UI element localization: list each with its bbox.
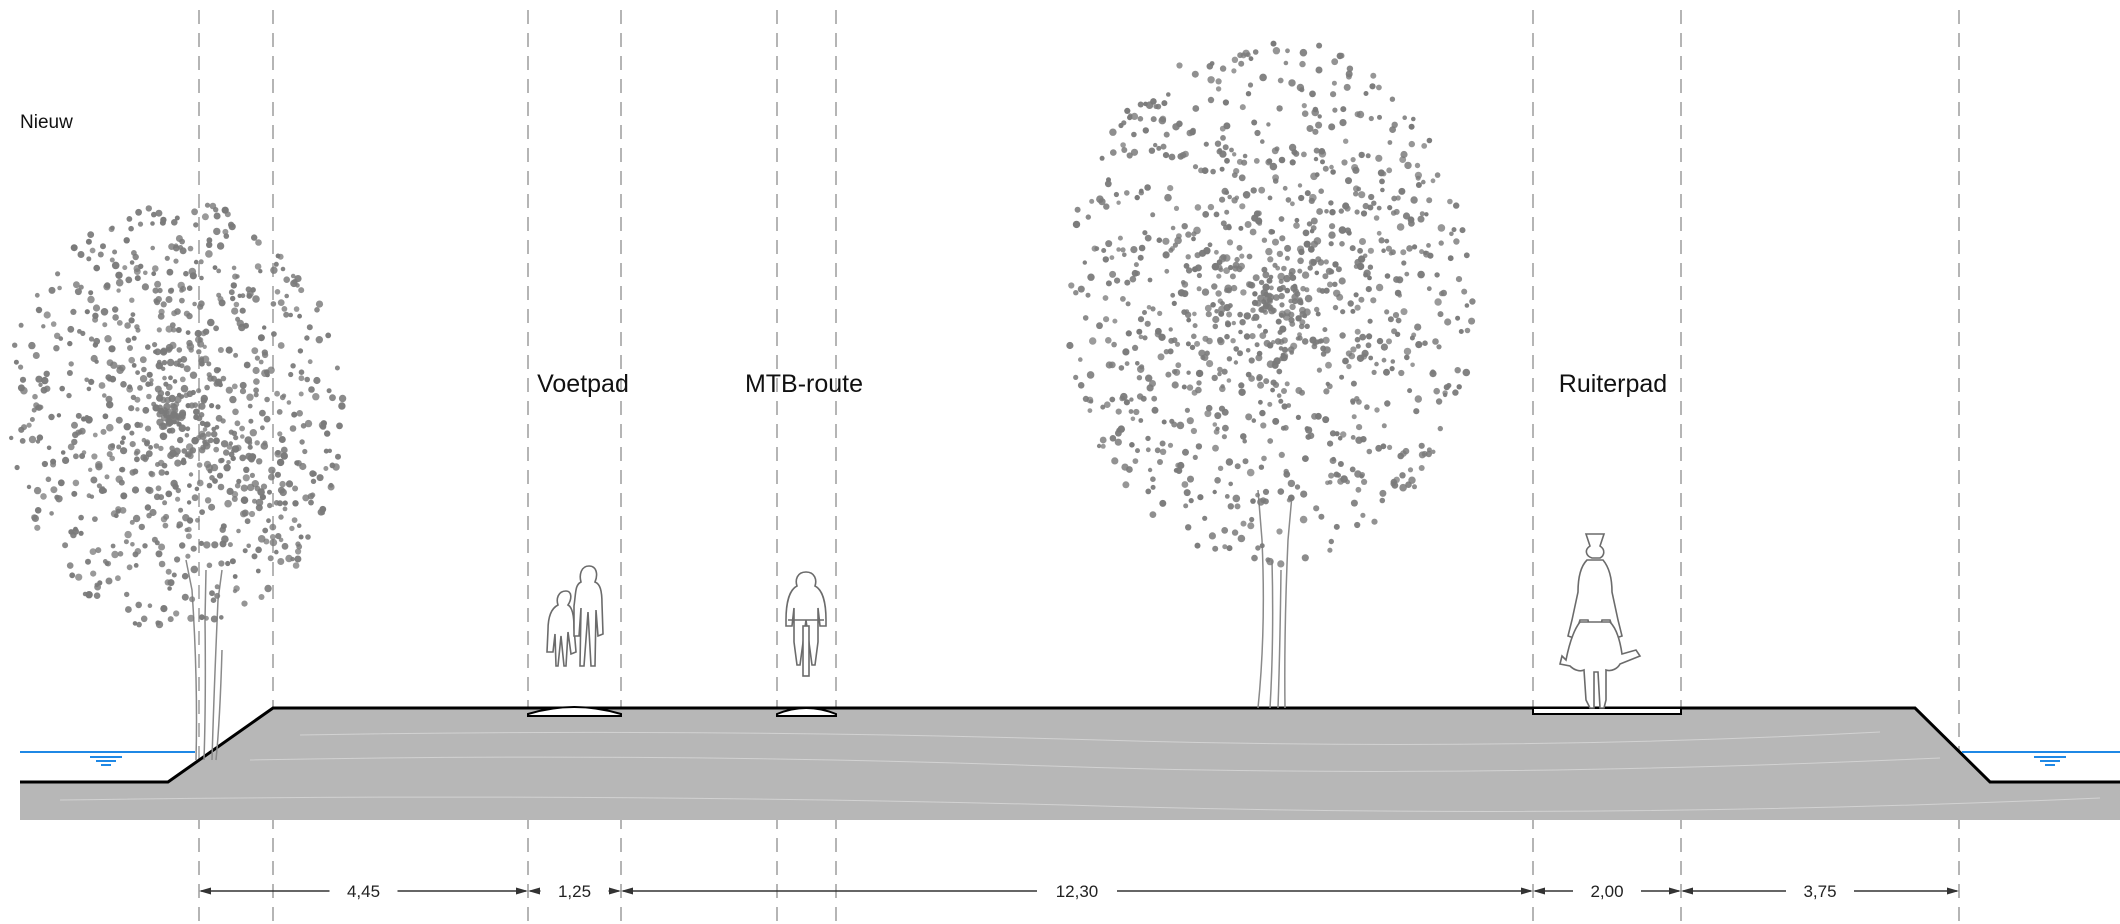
dimension-segment: 3,75: [1681, 882, 1959, 901]
water-left: [20, 751, 195, 766]
mtb-label: MTB-route: [745, 370, 863, 398]
water-right: [1962, 751, 2120, 766]
horse-rider-icon: [1559, 533, 1642, 709]
dimension-label: 3,75: [1803, 882, 1836, 901]
dimension-label: 1,25: [558, 882, 591, 901]
footpath-surface: [527, 706, 622, 717]
footpath-label: Voetpad: [537, 370, 629, 398]
tree-trunk: [185, 559, 223, 761]
tree-icon: [9, 202, 347, 761]
water-icon: [2034, 756, 2066, 766]
tree-foliage: [9, 202, 347, 629]
dike-outline: [20, 706, 2120, 784]
water-icon: [90, 756, 122, 766]
bridle-surface: [1532, 707, 1682, 715]
pedestrians-icon: [546, 565, 604, 667]
mtb-surface: [776, 707, 837, 717]
dimension-label: 2,00: [1590, 882, 1623, 901]
ground-base: [20, 782, 2120, 820]
dimension-segment: 1,25: [528, 882, 621, 901]
dimension-segment: 4,45: [199, 882, 528, 901]
variant-label: Nieuw: [20, 112, 73, 133]
tree-foliage: [1066, 40, 1476, 568]
dimension-label: 12,30: [1056, 882, 1099, 901]
bridle-path-label: Ruiterpad: [1559, 370, 1667, 398]
dike-fill: [168, 708, 1990, 782]
dike-body: [20, 706, 2120, 820]
tree-trunk: [1257, 489, 1293, 709]
dimension-label: 4,45: [347, 882, 380, 901]
dimension-segment: 2,00: [1533, 882, 1681, 901]
dimension-segment: 12,30: [621, 882, 1533, 901]
cyclist-icon: [785, 571, 827, 677]
dimension-chain: 4,45 1,25 12,30 2,00 3,75: [199, 882, 1959, 901]
tree-icon: [1066, 40, 1476, 709]
ground-texture: [59, 731, 2101, 812]
